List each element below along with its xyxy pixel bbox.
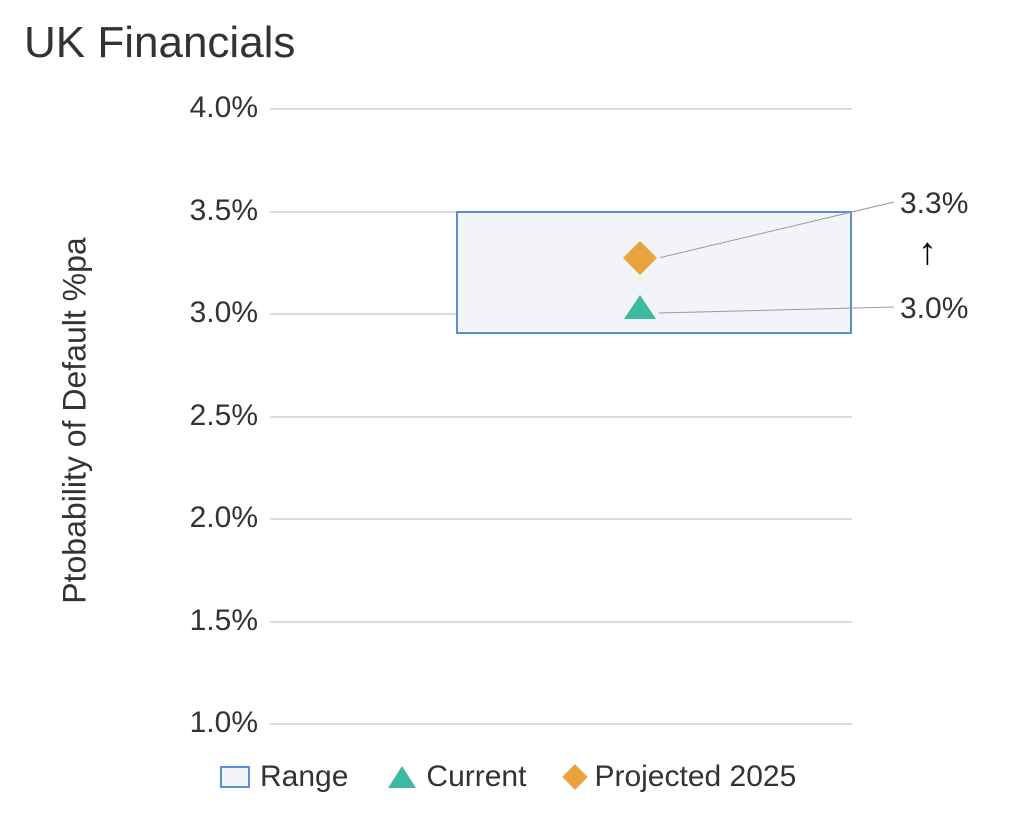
gridline (270, 518, 852, 520)
gridline (270, 723, 852, 725)
chart-title: UK Financials (24, 18, 295, 68)
legend-label: Projected 2025 (594, 760, 796, 794)
ytick-label: 3.0% (148, 296, 258, 330)
ytick-label: 2.5% (148, 399, 258, 433)
projected-value-label: 3.3% (900, 187, 968, 221)
ytick-label: 1.5% (148, 604, 258, 638)
legend-item-current: Current (388, 760, 526, 794)
range-swatch-icon (220, 766, 250, 788)
y-axis-label: Ptobability of Default %pa (57, 201, 94, 641)
ytick-label: 1.0% (148, 706, 258, 740)
current-value-label: 3.0% (900, 292, 968, 326)
chart-container: UK Financials Ptobability of Default %pa… (0, 0, 1024, 826)
ytick-label: 3.5% (148, 194, 258, 228)
legend-label: Range (260, 760, 348, 794)
triangle-swatch-icon (388, 766, 416, 788)
legend-item-range: Range (220, 760, 348, 794)
legend-item-projected: Projected 2025 (566, 760, 796, 794)
ytick-label: 4.0% (148, 91, 258, 125)
legend-label: Current (426, 760, 526, 794)
diamond-swatch-icon (563, 764, 588, 789)
gridline (270, 416, 852, 418)
current-marker (624, 295, 656, 319)
trend-arrow-up-icon: ↑ (918, 231, 937, 274)
plot-area: 1.0%1.5%2.0%2.5%3.0%3.5%4.0% (270, 108, 852, 723)
ytick-label: 2.0% (148, 501, 258, 535)
gridline (270, 108, 852, 110)
gridline (270, 621, 852, 623)
legend: Range Current Projected 2025 (220, 760, 796, 794)
